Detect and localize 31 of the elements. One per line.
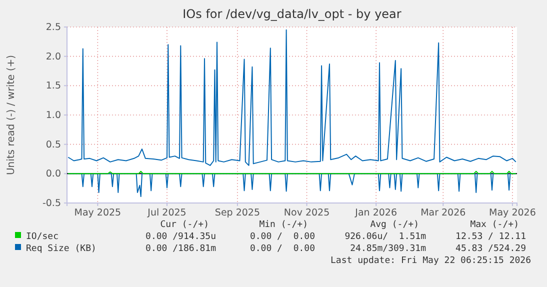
text: Avg (-/+) xyxy=(370,220,419,230)
y-tick-label: 1.5 xyxy=(46,80,61,92)
x-tick-label: Jan 2026 xyxy=(354,208,398,219)
text: Cur (-/+) xyxy=(160,220,209,230)
y-tick-label: 1.0 xyxy=(46,110,61,122)
x-tick-label: Nov 2025 xyxy=(284,208,330,219)
x-tick-label: Sep 2025 xyxy=(214,208,260,219)
text: 0.00 / 0.00 xyxy=(250,232,315,242)
text: 12.53 / 12.11 xyxy=(456,232,526,242)
y-tick-label: 2.0 xyxy=(46,51,61,62)
x-tick-label: May 2026 xyxy=(489,208,536,219)
x-tick-label: Mar 2026 xyxy=(420,208,466,219)
legend-label: IO/sec xyxy=(26,232,59,242)
text: 24.85m/309.31m xyxy=(350,244,426,254)
text: Last update: Fri May 22 06:25:15 2026 xyxy=(330,256,531,266)
text: 0.00 /914.35u xyxy=(146,232,216,242)
x-tick-label: Jul 2025 xyxy=(146,208,186,219)
text: 0.00 /186.81m xyxy=(146,244,216,254)
y-tick-label: 0.0 xyxy=(46,168,61,180)
text: 0.00 / 0.00 xyxy=(250,244,315,254)
text: Min (-/+) xyxy=(259,220,308,230)
y-tick-label: 2.5 xyxy=(46,22,61,34)
text: 926.06u/ 1.51m xyxy=(344,232,426,242)
y-tick-label: 0.5 xyxy=(46,139,61,150)
x-tick-label: May 2025 xyxy=(74,208,122,219)
text: Max (-/+) xyxy=(470,220,519,230)
legend-label: Req Size (KB) xyxy=(26,244,96,254)
y-axis-title: Units read (-) / write (+) xyxy=(6,54,17,176)
y-tick-label: -0.5 xyxy=(42,198,61,210)
chart-title: IOs for /dev/vg_data/lv_opt - by year xyxy=(182,7,402,21)
text: 45.83 /524.29 xyxy=(456,244,526,254)
